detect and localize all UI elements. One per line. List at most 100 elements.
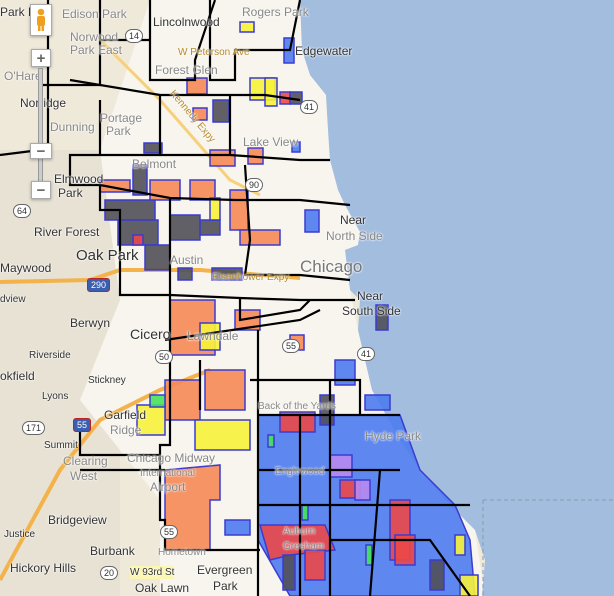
region-gray (212, 99, 230, 123)
label-near-south: Near (357, 289, 384, 303)
label-hometown: Hometown (158, 547, 206, 558)
label-cicero: Cicero (130, 326, 171, 342)
label-austin: Austin (170, 253, 204, 267)
label-north-side: North Side (326, 229, 383, 243)
label-park-east: Park East (70, 43, 123, 57)
label-lincolnwood: Lincolnwood (153, 15, 220, 29)
region-purple (329, 454, 353, 478)
zoom-out-button[interactable]: − (31, 181, 51, 199)
region-gray (177, 267, 193, 281)
region-gray (132, 164, 148, 196)
region-yellow (454, 534, 466, 556)
community-boundaries (0, 0, 471, 596)
region-gray (143, 142, 163, 154)
route-shield: 20 (100, 566, 119, 580)
region-gray (144, 244, 171, 271)
label-airport: Airport (150, 480, 186, 494)
region-blue (364, 394, 391, 411)
label-rogers-park: Rogers Park (242, 5, 309, 19)
region-blue (224, 519, 251, 536)
label-bridgeview: Bridgeview (48, 513, 107, 527)
region-yellow (264, 77, 278, 107)
region-green (267, 434, 275, 448)
label-ohare: O'Hare (4, 69, 42, 83)
label-gresham: Gresham (283, 541, 325, 552)
label-burbank: Burbank (90, 544, 135, 558)
label-ridge: Ridge (110, 423, 142, 437)
route-shield: 50 (155, 350, 174, 364)
region-blue (291, 141, 301, 153)
region-purple (354, 479, 371, 501)
region-green (149, 394, 166, 408)
region-gray (375, 304, 389, 331)
label-brookfield: okfield (0, 369, 35, 383)
region-red (394, 534, 416, 566)
label-garfield: Garfield (104, 408, 147, 422)
region-gray (169, 214, 201, 241)
label-evergreen: Evergreen (197, 563, 253, 577)
label-portage-park: Park (106, 124, 131, 138)
label-broadview: dview (0, 294, 26, 305)
region-red (279, 411, 316, 433)
label-lake-view: Lake View (243, 135, 299, 149)
label-near: Near (340, 213, 367, 227)
region-red (132, 234, 144, 246)
label-w-93rd-st: W 93rd St (130, 566, 175, 579)
label-clearing-west: West (70, 469, 98, 483)
label-portage: Portage (100, 111, 143, 125)
zoom-slider-track[interactable] (38, 68, 43, 190)
label-norwood: Norwood (70, 30, 119, 44)
label-clearing: Clearing (63, 454, 108, 468)
label-dunning: Dunning (50, 120, 95, 134)
region-blue (334, 359, 356, 386)
region-orange (239, 229, 281, 246)
region-orange (192, 107, 208, 121)
label-auburn: Auburn (283, 526, 316, 537)
label-lyons: Lyons (42, 391, 69, 402)
route-shield: 41 (357, 347, 376, 361)
label-berwyn: Berwyn (70, 316, 111, 330)
interstate-shield: 55 (73, 418, 92, 432)
label-river-forest: River Forest (34, 225, 100, 239)
label-justice: Justice (4, 529, 36, 540)
crime-regions (99, 21, 479, 596)
label-elmwood: Elmwood (54, 172, 104, 186)
route-shield: 55 (160, 525, 179, 539)
zoom-in-button[interactable]: + (31, 49, 51, 67)
region-yellow (194, 419, 251, 451)
region-orange (189, 179, 216, 201)
label-evergreen-park: Park (213, 579, 238, 593)
label-oak-lawn: Oak Lawn (135, 581, 190, 595)
label-international: International (140, 468, 196, 479)
label-maywood: Maywood (0, 261, 52, 275)
region-yellow (459, 574, 479, 596)
lake-michigan (300, 0, 614, 596)
route-shield: 14 (125, 29, 144, 43)
pegman-button[interactable] (30, 4, 52, 36)
label-back-of-the-yards: Back of the Yards (258, 401, 337, 412)
region-red (304, 549, 326, 581)
zoom-slider-handle[interactable]: − (30, 143, 52, 160)
region-orange (234, 309, 261, 331)
region-yellow (239, 21, 255, 33)
region-blue (304, 209, 320, 233)
label-park-ridge: Park Ri (0, 5, 40, 19)
region-orange (209, 149, 236, 167)
region-yellow (199, 322, 221, 351)
region-green (365, 544, 373, 566)
label-hyde-park: Hyde Park (365, 429, 422, 443)
region-orange (229, 189, 249, 231)
label-chicago-midway: Chicago Midway (127, 451, 216, 465)
route-shield: 64 (13, 204, 32, 218)
route-shield: 171 (22, 421, 46, 435)
label-summit: Summit (44, 440, 78, 451)
label-oak-park: Oak Park (76, 247, 139, 264)
label-belmont: Belmont (132, 157, 177, 171)
label-elmwood-park: Park (58, 186, 83, 200)
water-boundary (482, 499, 614, 596)
region-gray (429, 559, 445, 591)
region-gray (211, 267, 243, 281)
label-south-side: South Side (342, 304, 401, 318)
label-edison-park: Edison Park (62, 7, 127, 21)
